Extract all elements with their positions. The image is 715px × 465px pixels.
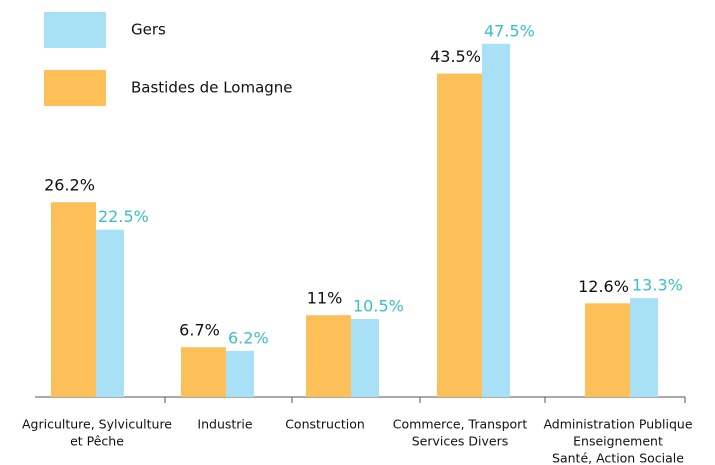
bar	[585, 303, 630, 397]
bar	[351, 318, 379, 397]
x-tick-label: Enseignement	[573, 434, 663, 449]
x-tick-label: Industrie	[197, 417, 252, 432]
x-tick-label: Commerce, Transport	[393, 417, 528, 432]
bar	[437, 73, 482, 397]
bar	[96, 229, 124, 397]
value-label: 22.5%	[98, 207, 149, 226]
x-tick-label: et Pêche	[70, 434, 124, 449]
bar	[630, 298, 658, 397]
x-tick-label: Santé, Action Sociale	[552, 451, 684, 465]
x-tick-label: Services Divers	[412, 434, 509, 449]
value-label: 6.2%	[228, 328, 269, 347]
value-label: 13.3%	[632, 276, 683, 295]
value-label: 11%	[307, 289, 343, 308]
bar	[181, 347, 226, 397]
value-label: 43.5%	[430, 47, 481, 66]
legend-swatch	[44, 70, 106, 106]
value-label: 26.2%	[44, 176, 95, 195]
x-tick-label: Administration Publique	[543, 417, 692, 432]
legend-label: Bastides de Lomagne	[131, 79, 293, 97]
value-label: 6.7%	[179, 321, 220, 340]
legend-swatch	[44, 12, 106, 48]
bar	[482, 43, 510, 398]
bar	[51, 202, 96, 397]
bar	[226, 350, 254, 397]
value-label: 47.5%	[484, 21, 535, 40]
bar	[306, 315, 351, 397]
value-label: 12.6%	[578, 277, 629, 296]
x-tick-label: Construction	[285, 417, 365, 432]
legend-label: Gers	[131, 21, 166, 39]
x-tick-label: Agriculture, Sylviculture	[22, 417, 172, 432]
value-label: 10.5%	[353, 296, 404, 315]
